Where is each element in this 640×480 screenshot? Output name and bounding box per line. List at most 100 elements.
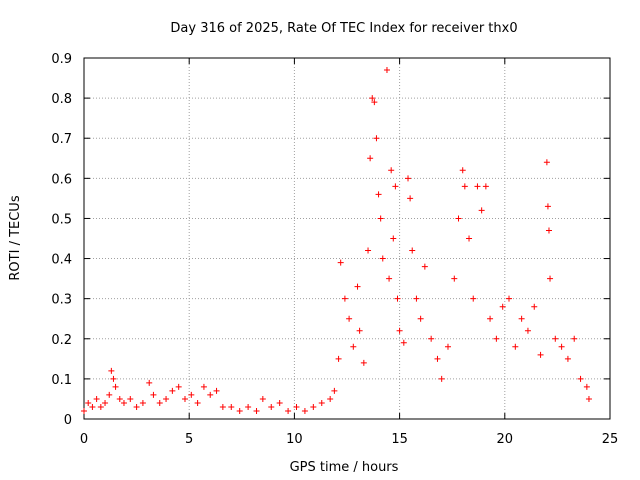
y-tick-label: 0.1 [51, 373, 72, 388]
plot-frame [83, 57, 611, 420]
data-point [547, 275, 554, 282]
y-tick-label: 0.5 [51, 212, 72, 227]
x-axis-label: GPS time / hours [290, 460, 399, 475]
data-point [461, 183, 468, 190]
data-point [583, 383, 590, 390]
data-point [245, 403, 252, 410]
data-point [318, 399, 325, 406]
data-point [543, 159, 550, 166]
data-point [175, 383, 182, 390]
data-point [276, 399, 283, 406]
data-point [405, 175, 412, 182]
x-tick-label: 20 [497, 432, 514, 447]
data-point [379, 255, 386, 262]
y-axis-label: ROTI / TECUs [8, 195, 23, 280]
data-point [356, 327, 363, 334]
data-point [506, 295, 513, 302]
data-point [518, 315, 525, 322]
data-point [373, 135, 380, 142]
data-point [537, 351, 544, 358]
data-point [259, 395, 266, 402]
data-point [558, 343, 565, 350]
data-point [194, 399, 201, 406]
y-tick-label: 0.3 [51, 293, 72, 308]
y-tick-label: 0.2 [51, 333, 72, 348]
data-point [367, 155, 374, 162]
data-point [417, 315, 424, 322]
data-point [409, 247, 416, 254]
data-point [474, 183, 481, 190]
data-point [116, 395, 123, 402]
data-point [512, 343, 519, 350]
data-point [388, 167, 395, 174]
data-point [268, 403, 275, 410]
data-point [108, 367, 115, 374]
data-point [365, 247, 372, 254]
data-point [383, 67, 390, 74]
data-point [102, 399, 109, 406]
x-tick-label: 5 [185, 432, 193, 447]
data-point [524, 327, 531, 334]
data-point [375, 191, 382, 198]
data-point [577, 375, 584, 382]
data-point [181, 395, 188, 402]
y-tick-label: 0.4 [51, 253, 72, 268]
data-point [400, 339, 407, 346]
data-point [81, 407, 87, 414]
x-tick-label: 0 [80, 432, 88, 447]
data-point [163, 395, 170, 402]
data-point [253, 407, 260, 414]
data-point [482, 183, 489, 190]
data-point [371, 99, 378, 106]
data-point [386, 275, 393, 282]
data-point [188, 391, 195, 398]
data-point [466, 235, 473, 242]
data-point [531, 303, 538, 310]
data-point [169, 387, 176, 394]
data-point [564, 355, 571, 362]
data-point [228, 403, 235, 410]
y-tick-label: 0.7 [51, 132, 72, 147]
data-point [545, 227, 552, 234]
data-point [552, 335, 559, 342]
data-point [390, 235, 397, 242]
data-point [585, 395, 592, 402]
data-point [337, 259, 344, 266]
data-point [350, 343, 357, 350]
data-point [146, 379, 153, 386]
data-point [89, 403, 96, 410]
data-point [438, 375, 445, 382]
data-point [428, 335, 435, 342]
data-point [451, 275, 458, 282]
data-point [207, 391, 214, 398]
data-point [156, 399, 163, 406]
data-point [360, 359, 367, 366]
data-point [331, 387, 338, 394]
data-point [335, 355, 342, 362]
x-tick-label: 10 [286, 432, 303, 447]
y-tick-label: 0 [64, 413, 72, 428]
grid-lines [83, 57, 611, 420]
data-point [369, 95, 376, 102]
data-point [434, 355, 441, 362]
y-tick-label: 0.6 [51, 172, 72, 187]
data-point [544, 203, 551, 210]
data-series [81, 67, 592, 414]
x-axis-ticks: 0 5 10 15 20 25 [80, 58, 618, 447]
data-point [110, 375, 117, 382]
data-point [127, 395, 134, 402]
data-point [478, 207, 485, 214]
data-point [120, 399, 127, 406]
data-point [133, 403, 140, 410]
chart-title: Day 316 of 2025, Rate Of TEC Index for r… [170, 21, 517, 36]
data-point [413, 295, 420, 302]
data-point [213, 387, 220, 394]
data-point [150, 391, 157, 398]
data-point [444, 343, 451, 350]
data-point [293, 403, 300, 410]
data-point [499, 303, 506, 310]
data-point [459, 167, 466, 174]
x-tick-label: 15 [391, 432, 408, 447]
data-point [455, 215, 462, 222]
